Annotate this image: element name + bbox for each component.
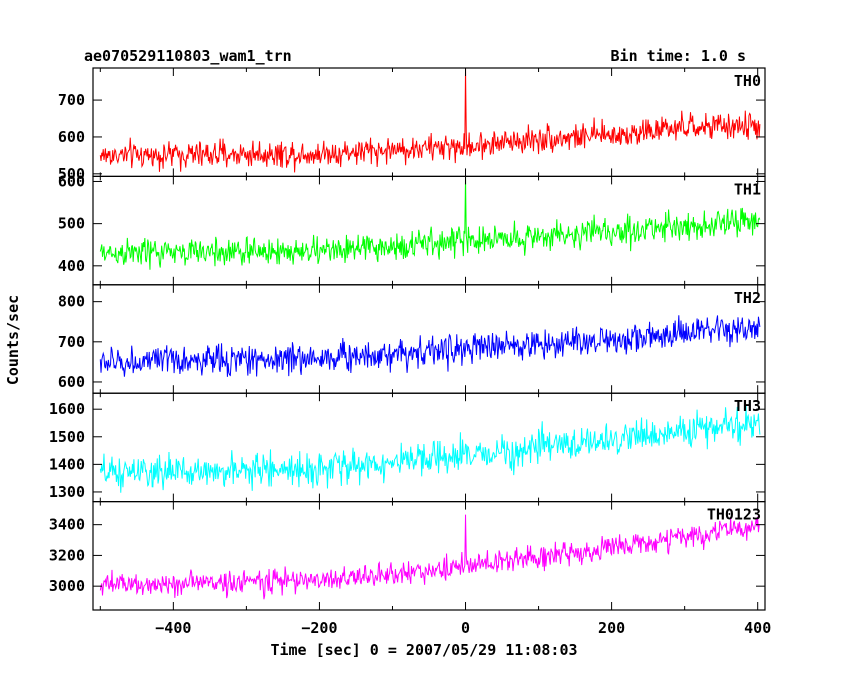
y-tick-label: 500: [58, 165, 85, 183]
series-th3-line: [99, 405, 761, 493]
series-label-th1: TH1: [734, 180, 761, 198]
y-axis-label: Counts/sec: [4, 295, 22, 385]
x-tick-label: 400: [744, 619, 771, 637]
series-th2-line: [99, 315, 761, 377]
panel-th2: 600 700 800 TH2: [58, 284, 766, 394]
panel-th0123: 3000 3200 3400 TH0123: [49, 501, 766, 611]
panel-frame: [92, 501, 766, 611]
series-th1-line: [99, 176, 761, 270]
x-tick-label: −400: [155, 619, 191, 637]
y-tick-label: 600: [58, 128, 85, 146]
x-tick-label: 0: [461, 619, 470, 637]
x-tick-label: 200: [598, 619, 625, 637]
y-tick-label: 1600: [49, 400, 85, 418]
series-label-th2: TH2: [734, 289, 761, 307]
panel-th0: 500 600 700 TH0: [58, 67, 766, 183]
y-tick-label: 1500: [49, 428, 85, 446]
y-tick-label: 1300: [49, 483, 85, 501]
y-tick-label: 3400: [49, 516, 85, 534]
panel-th1: 400 500 600 TH1: [58, 172, 766, 286]
y-tick-label: 3200: [49, 546, 85, 564]
x-axis: −400 −200 0 200 400: [155, 619, 771, 637]
y-tick-label: 3000: [49, 577, 85, 595]
x-axis-label: Time [sec] 0 = 2007/05/29 11:08:03: [270, 641, 577, 659]
y-tick-label: 400: [58, 257, 85, 275]
y-tick-label: 800: [58, 293, 85, 311]
y-tick-label: 600: [58, 172, 85, 190]
y-tick-label: 1400: [49, 455, 85, 473]
series-th0123-line: [99, 514, 761, 600]
series-th0-line: [99, 68, 761, 173]
y-tick-label: 600: [58, 373, 85, 391]
y-tick-label: 500: [58, 215, 85, 233]
series-label-th3: TH3: [734, 397, 761, 415]
series-label-th0: TH0: [734, 72, 761, 90]
bin-time-label: Bin time: 1.0 s: [611, 47, 746, 65]
plot-title: ae070529110803_wam1_trn: [84, 47, 292, 65]
y-tick-label: 700: [58, 91, 85, 109]
panel-frame: [92, 392, 766, 503]
x-tick-label: −200: [301, 619, 337, 637]
panel-th3: 1300 1400 1500 1600 TH3: [49, 392, 766, 503]
series-label-th0123: TH0123: [707, 506, 761, 524]
y-tick-label: 700: [58, 333, 85, 351]
